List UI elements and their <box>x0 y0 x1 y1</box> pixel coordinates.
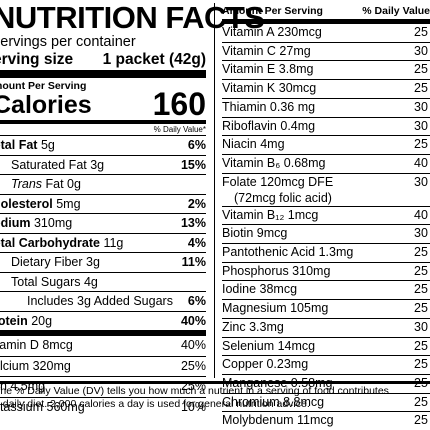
micronutrient-row: Vitamin B₁₂ 1mcg 40 <box>222 207 430 226</box>
vitamin-row: alcium 320mg 25% <box>0 357 206 377</box>
micronutrient-row: Pantothenic Acid 1.3mg 25 <box>222 244 430 263</box>
panel-title: NUTRITION FACTS <box>0 0 265 35</box>
micronutrient-row: Iodine 38mcg 25 <box>222 281 430 301</box>
nutrient-row: Dietary Fiber 3g 11% <box>0 253 206 273</box>
footnote-line: The % Daily Value (DV) tells you how muc… <box>0 385 389 397</box>
left-column: NUTRITION FACTS servings per container e… <box>0 0 265 417</box>
micronutrient-row: Biotin 9mcg 30 <box>222 225 430 245</box>
calories-label: Calories <box>0 91 92 119</box>
amount-per-serving: mount Per Serving <box>0 80 87 92</box>
nutrient-row: Saturated Fat 3g 15% <box>0 156 206 175</box>
micronutrient-row: Vitamin B₆ 0.68mg 40 <box>222 155 430 174</box>
micronutrient-row: Folate 120mcg DFE 30 (72mcg folic acid) <box>222 174 430 207</box>
micronutrient-row: Molybdenum 11mcg 25 <box>222 412 430 430</box>
micronutrient-row: Vitamin K 30mcg 25 <box>222 80 430 99</box>
footnote-line: a daily diet. 2,000 calories a day is us… <box>0 398 310 410</box>
micronutrient-row: Thiamin 0.36 mg 30 <box>222 99 430 118</box>
medium-rule <box>0 120 206 124</box>
micronutrient-row: Vitamin A 230mcg 25 <box>222 24 430 43</box>
nutrient-row: otal Fat 5g 6% <box>0 136 206 156</box>
footnote: The % Daily Value (DV) tells you how muc… <box>0 381 430 411</box>
serving-size-label: erving size <box>0 51 74 68</box>
nutrient-row: Trans Fat 0g <box>0 175 206 195</box>
nutrient-row: odium 310mg 13% <box>0 214 206 234</box>
micronutrient-row: Chromium 8.8mcg 25 <box>222 394 430 413</box>
thick-rule <box>0 70 206 78</box>
calories-row: Calories 160 <box>0 86 206 122</box>
serving-size-row: erving size 1 packet (42g) <box>0 51 206 68</box>
nutrient-row: otal Carbohydrate 11g 4% <box>0 234 206 253</box>
nutrient-row: holesterol 5mg 2% <box>0 195 206 214</box>
column-divider <box>214 3 215 378</box>
micronutrient-row: Magnesium 105mg 25 <box>222 300 430 319</box>
servings-per-container: servings per container <box>0 34 136 50</box>
vitamin-row: itamin D 8mcg 40% <box>0 336 206 357</box>
micronutrient-row: Zinc 3.3mg 30 <box>222 319 430 338</box>
nutrient-row: Total Sugars 4g <box>0 273 206 292</box>
right-column: Amount Per Serving % Daily Value Vitamin… <box>222 5 430 430</box>
micronutrient-row: Riboflavin 0.4mg 30 <box>222 118 430 137</box>
micronutrient-row: Copper 0.23mg 25 <box>222 356 430 375</box>
serving-size-value: 1 packet (42g) <box>102 51 206 68</box>
calories-value: 160 <box>152 86 206 122</box>
nutrient-row: Includes 3g Added Sugars 6% <box>0 292 206 312</box>
vitamin-row: otassium 560mg 10% <box>0 399 206 414</box>
right-header: Amount Per Serving % Daily Value <box>222 5 430 24</box>
micronutrient-row: Selenium 14mcg 25 <box>222 338 430 357</box>
micronutrient-row: Vitamin C 27mg 30 <box>222 43 430 62</box>
micronutrient-row: Phosphorus 310mg 25 <box>222 263 430 282</box>
micronutrient-row: Niacin 4mg 25 <box>222 136 430 155</box>
micronutrient-row: Vitamin E 3.8mg 25 <box>222 61 430 81</box>
nutrient-row: rotein 20g 40% <box>0 312 206 336</box>
daily-value-header: % Daily Value* <box>0 124 206 136</box>
